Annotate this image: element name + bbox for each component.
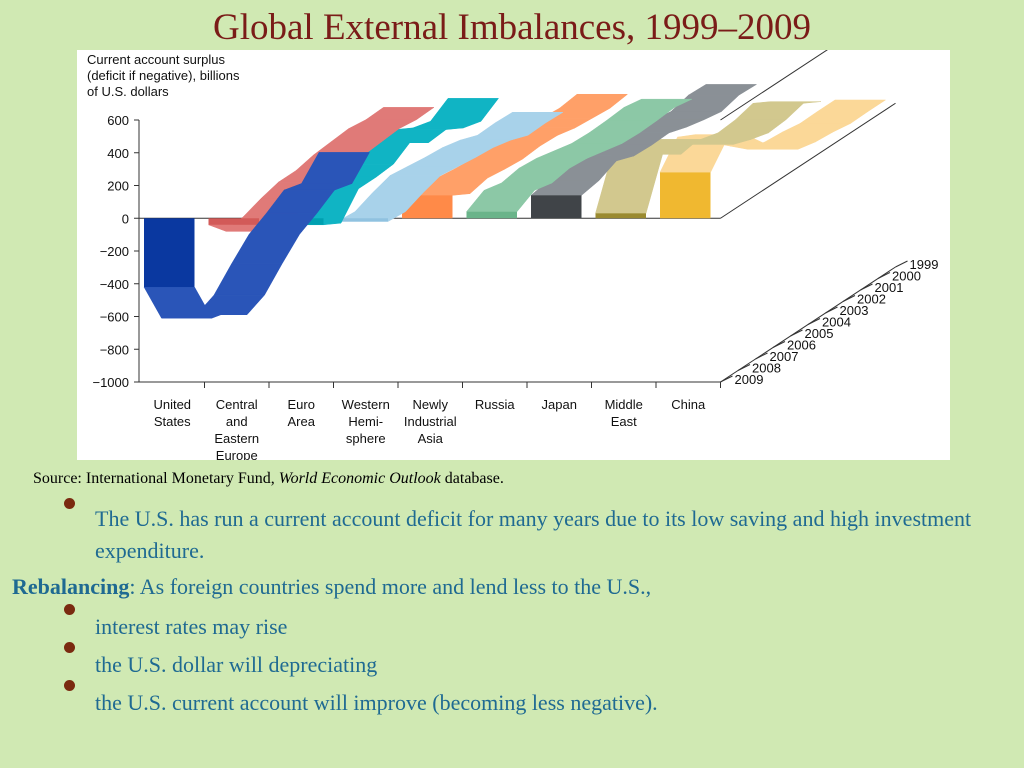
top-line [720,50,828,121]
x-tick-label: Europe [216,448,258,460]
y-axis-label: (deficit if negative), billions [87,68,240,83]
sub-bullet: interest rates may rise [95,614,288,639]
x-tick-label: Area [288,414,316,429]
rebalancing: Rebalancing: As foreign countries spend … [12,574,651,600]
y-tick-label: −800 [100,342,129,357]
y-axis-label: of U.S. dollars [87,84,169,99]
year-label: 2009 [735,372,764,387]
y-tick-label: 0 [122,211,129,226]
bullet-dot [64,604,75,615]
year-label: 2002 [857,292,886,307]
source: Source: International Monetary Fund, Wor… [33,470,504,488]
y-tick-label: −1000 [92,375,129,390]
x-tick-label: China [671,397,706,412]
depth-tick [877,272,891,279]
depth-tick [755,352,768,360]
year-label: 2003 [840,303,869,318]
y-tick-label: 200 [107,179,129,194]
y-tick-label: 400 [107,146,129,161]
source-lead: Source: International Monetary Fund, [33,470,279,487]
bullet: The U.S. has run a current account defic… [95,506,972,563]
x-tick-label: Japan [542,397,577,412]
source-tail: database. [440,470,504,487]
depth-tick [842,295,856,302]
front-bar [595,213,646,219]
bullet-dot [64,642,75,653]
front-bar [531,195,582,219]
front-bar [337,218,388,222]
bullet-dot [64,498,75,509]
front-bar [660,172,711,219]
x-tick-label: and [226,414,248,429]
front-bar [144,218,195,288]
x-tick-label: United [153,397,191,412]
x-tick-label: Western [342,397,390,412]
x-tick-label: Newly [413,397,449,412]
x-tick-label: Central [216,397,258,412]
y-tick-label: 600 [107,113,129,128]
depth-tick [860,283,873,291]
depth-tick [895,260,908,268]
source-italic: World Economic Outlook [278,470,441,487]
year-label: 2004 [822,315,851,330]
title: Global External Imbalances, 1999–2009 [213,7,811,48]
bullet-dot [64,680,75,691]
year-label: 1999 [910,257,939,272]
year-label: 2001 [875,280,904,295]
front-bar [466,211,517,219]
y-tick-label: −400 [100,277,129,292]
x-tick-label: Hemi- [348,414,383,429]
chart: Current account surplus(deficit if negat… [77,50,950,460]
x-tick-label: Russia [475,397,516,412]
x-tick-label: Industrial [404,414,457,429]
depth-tick [790,329,803,337]
x-tick-label: sphere [346,431,386,446]
depth-tick [807,318,821,325]
year-label: 2008 [752,361,781,376]
x-tick-label: Asia [418,431,444,446]
year-label: 2000 [892,269,921,284]
x-tick-label: Eastern [214,431,259,446]
depth-tick [737,364,751,371]
zero-line [720,102,896,219]
y-tick-label: −200 [100,244,129,259]
depth-tick [720,375,733,383]
sub-bullet: the U.S. dollar will depreciating [95,652,378,677]
rebalancing-rest: : As foreign countries spend more and le… [129,574,652,599]
depth-tick [772,341,786,348]
x-tick-label: East [611,414,637,429]
x-tick-label: Euro [288,397,315,412]
depth-tick [825,306,838,314]
year-label: 2006 [787,338,816,353]
sub-bullet: the U.S. current account will improve (b… [95,690,658,715]
x-tick-label: States [154,414,191,429]
y-tick-label: −600 [100,310,129,325]
year-label: 2005 [805,326,834,341]
year-label: 2007 [770,349,799,364]
y-axis-label: Current account surplus [87,52,226,67]
rebalancing-bold: Rebalancing [12,574,130,599]
front-bar [208,218,259,225]
x-tick-label: Middle [605,397,643,412]
